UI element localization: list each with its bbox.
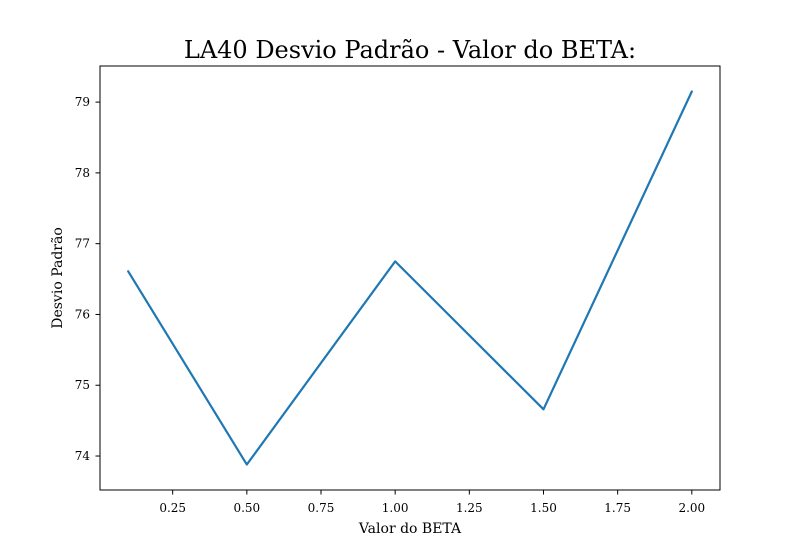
series-group [127,90,693,466]
x-tick-label: 0.75 [308,501,335,515]
chart-title: LA40 Desvio Padrão - Valor do BETA: [184,36,636,64]
x-tick-label: 1.75 [604,501,631,515]
y-tick-label: 75 [75,378,90,392]
x-tick-label: 1.50 [530,501,557,515]
y-tick-label: 79 [75,95,90,109]
x-tick-label: 2.00 [678,501,705,515]
x-tick-label: 0.50 [233,501,260,515]
plot-frame [99,65,721,491]
y-axis-ticks: 74 75 76 77 78 79 [75,95,100,463]
y-tick-label: 77 [75,237,90,251]
x-tick-label: 1.00 [382,501,409,515]
series-line [127,90,693,466]
x-axis-label: Valor do BETA [358,521,462,537]
y-tick-label: 76 [75,307,90,321]
y-axis-label: Desvio Padrão [50,227,66,329]
x-tick-label: 0.25 [159,501,186,515]
x-tick-label: 1.25 [456,501,483,515]
y-tick-label: 78 [75,166,90,180]
y-tick-label: 74 [75,449,91,463]
x-axis-ticks: 0.25 0.50 0.75 1.00 1.25 1.50 1.75 2.00 [159,490,705,515]
